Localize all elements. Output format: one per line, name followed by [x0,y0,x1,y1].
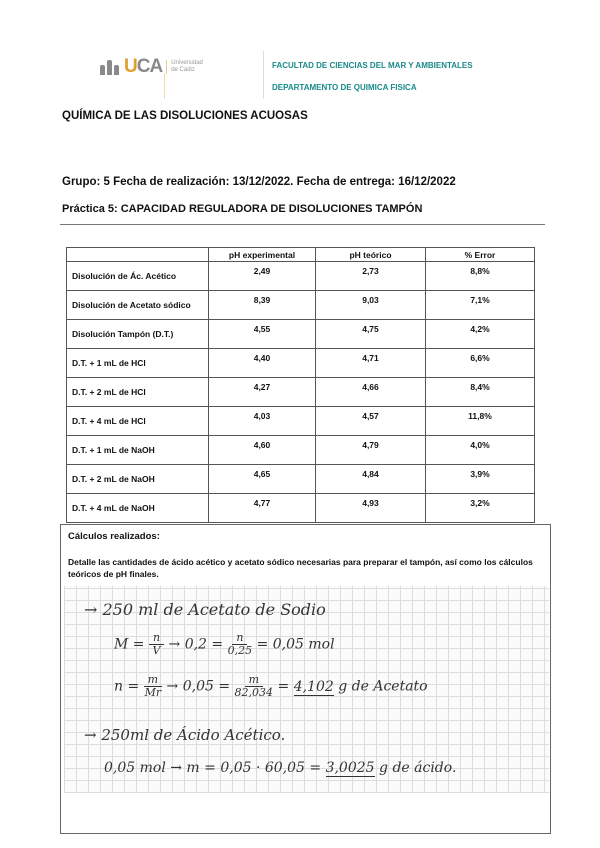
divider [263,51,264,99]
ph-experimental-cell: 2,49 [208,261,316,291]
department-name: DEPARTAMENTO DE QUIMICA FISICA [272,83,417,92]
practice-title: Práctica 5: CAPACIDAD REGULADORA DE DISO… [62,203,423,215]
table-row: Disolución de Ác. Acético 2,49 2,73 8,8% [66,261,535,291]
horizontal-rule [60,224,545,225]
row-label: D.T. + 4 mL de NaOH [66,493,209,523]
document-title: QUÍMICA DE LAS DISOLUCIONES ACUOSAS [62,110,308,122]
error-cell: 11,8% [425,406,535,436]
calculations-description: Detalle las cantidades de ácido acético … [68,557,533,579]
table-row: D.T. + 1 mL de HCl 4,40 4,71 6,6% [66,348,535,378]
ph-teorico-cell: 4,79 [315,435,426,465]
ph-teorico-cell: 4,66 [315,377,426,407]
error-cell: 3,9% [425,464,535,494]
table-row: Disolución Tampón (D.T.) 4,55 4,75 4,2% [66,319,535,349]
ph-teorico-cell: 4,75 [315,319,426,349]
ph-experimental-cell: 4,60 [208,435,316,465]
table-row: D.T. + 2 mL de NaOH 4,65 4,84 3,9% [66,464,535,494]
error-cell: 4,2% [425,319,535,349]
ph-teorico-cell: 9,03 [315,290,426,320]
table-row: D.T. + 4 mL de HCl 4,03 4,57 11,8% [66,406,535,436]
faculty-name: FACULTAD DE CIENCIAS DEL MAR Y AMBIENTAL… [272,61,473,70]
table-row: D.T. + 4 mL de NaOH 4,77 4,93 3,2% [66,493,535,523]
ph-experimental-cell: 4,27 [208,377,316,407]
table-row: D.T. + 1 mL de NaOH 4,60 4,79 4,0% [66,435,535,465]
col-ph-experimental: pH experimental [208,247,316,262]
row-label: D.T. + 2 mL de HCl [66,377,209,407]
results-table: pH experimental pH teórico % Error Disol… [66,247,535,523]
ph-experimental-cell: 4,65 [208,464,316,494]
row-label: D.T. + 4 mL de HCl [66,406,209,436]
row-label: Disolución de Acetato sódico [66,290,209,320]
col-error: % Error [425,247,535,262]
error-cell: 8,4% [425,377,535,407]
error-cell: 8,8% [425,261,535,291]
ph-teorico-cell: 4,71 [315,348,426,378]
error-cell: 3,2% [425,493,535,523]
calculations-box [60,524,551,834]
ph-experimental-cell: 4,03 [208,406,316,436]
row-label: D.T. + 2 mL de NaOH [66,464,209,494]
ph-teorico-cell: 4,84 [315,464,426,494]
ph-teorico-cell: 4,93 [315,493,426,523]
error-cell: 6,6% [425,348,535,378]
row-label: Disolución Tampón (D.T.) [66,319,209,349]
col-ph-teorico: pH teórico [315,247,426,262]
error-cell: 7,1% [425,290,535,320]
row-label: D.T. + 1 mL de NaOH [66,435,209,465]
table-row: Disolución de Acetato sódico 8,39 9,03 7,1% [66,290,535,320]
logo-emblem-icon [100,59,120,75]
group-dates: Grupo: 5 Fecha de realización: 13/12/202… [62,176,456,188]
row-label: Disolución de Ác. Acético [66,261,209,291]
ph-teorico-cell: 2,73 [315,261,426,291]
table-header-row: pH experimental pH teórico % Error [66,247,535,262]
table-row: D.T. + 2 mL de HCl 4,27 4,66 8,4% [66,377,535,407]
ph-experimental-cell: 4,40 [208,348,316,378]
uca-logo: U CA Universidad de Cádiz [100,56,203,78]
ph-experimental-cell: 8,39 [208,290,316,320]
divider [164,73,165,99]
ph-experimental-cell: 4,77 [208,493,316,523]
calculations-title: Cálculos realizados: [68,531,160,542]
ph-experimental-cell: 4,55 [208,319,316,349]
error-cell: 4,0% [425,435,535,465]
row-label: D.T. + 1 mL de HCl [66,348,209,378]
ph-teorico-cell: 4,57 [315,406,426,436]
